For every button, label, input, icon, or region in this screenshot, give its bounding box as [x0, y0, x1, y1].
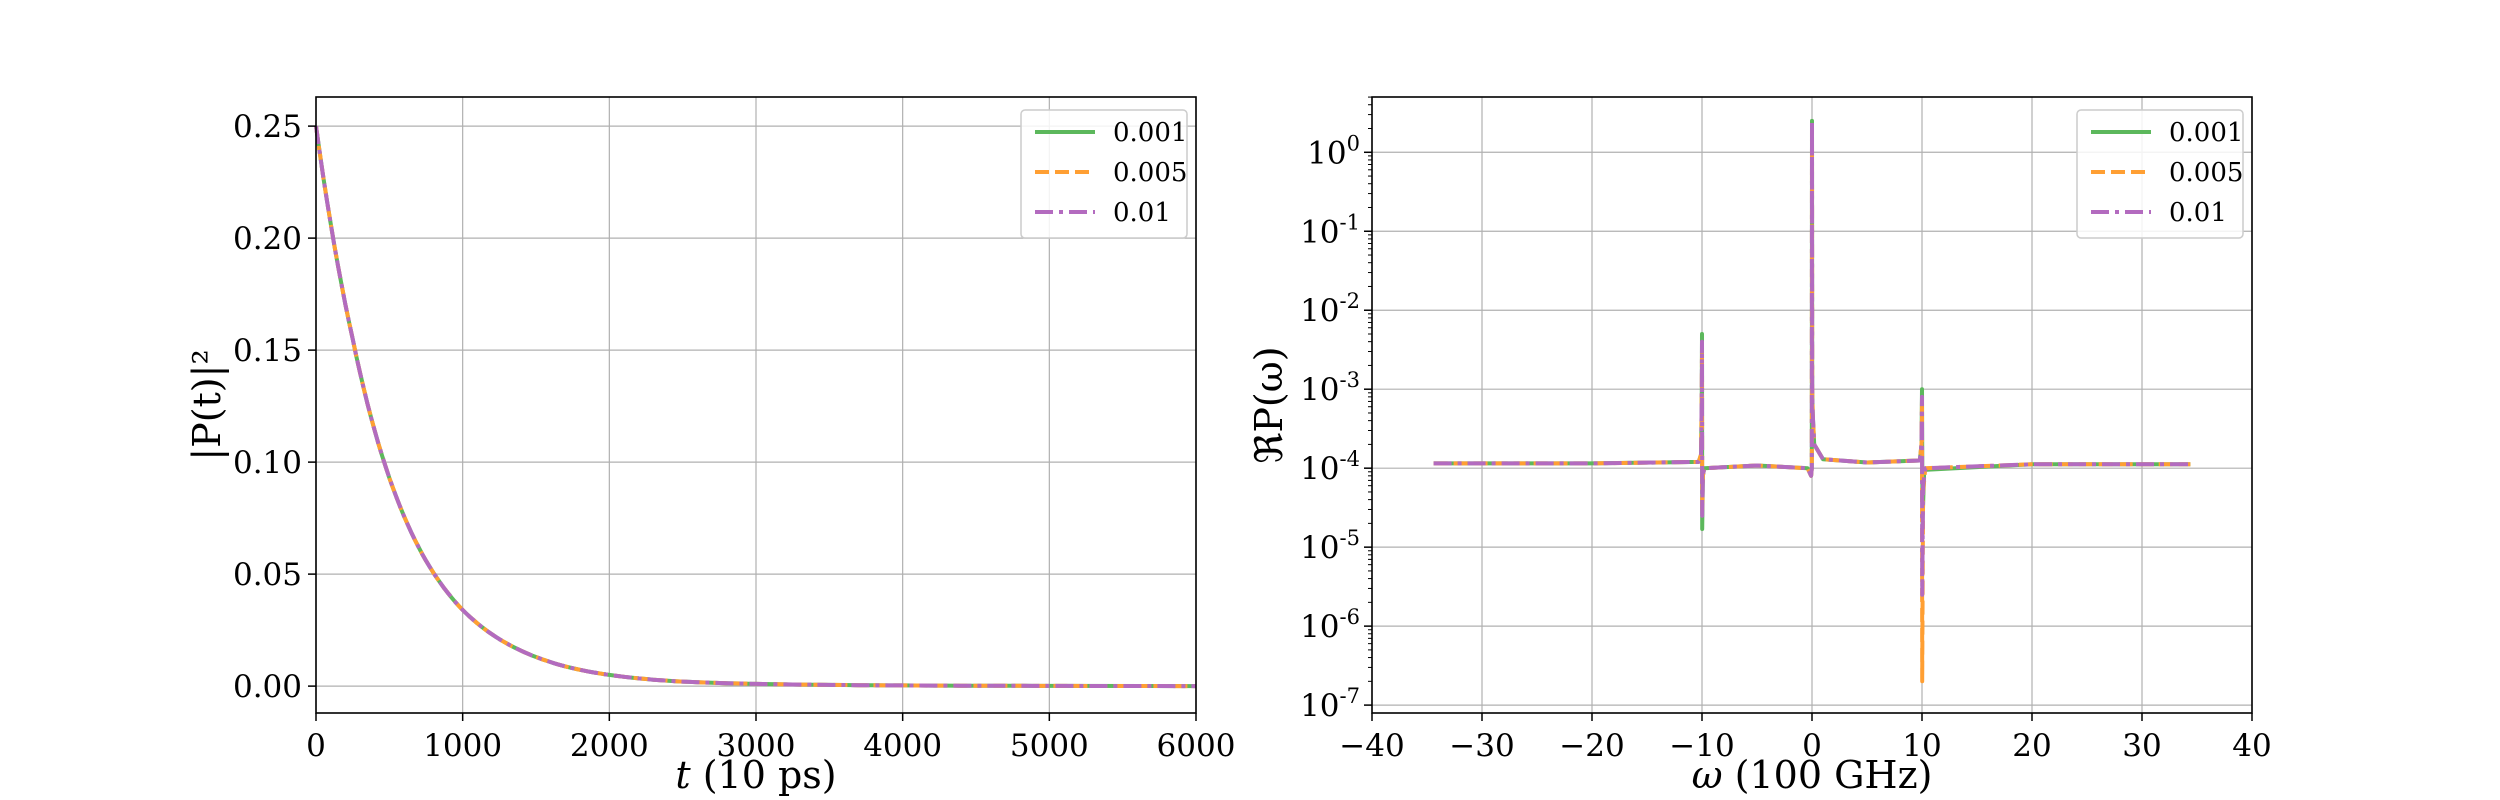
left-x-tick-label: 4000: [863, 728, 942, 764]
right-y-tick-label: 10-6: [1300, 605, 1360, 645]
right-y-tick-label: 10-5: [1300, 526, 1360, 566]
right-x-tick-label: 20: [2012, 728, 2051, 764]
left-x-ticks: 0 1000 2000 3000 4000 5000 6000: [306, 713, 1235, 764]
right-legend: 0.001 0.005 0.01: [2076, 109, 2244, 239]
right-legend-label: 0.005: [2169, 158, 2243, 188]
right-x-ticks: −40 −30 −20 −10 0 10 20 30 40: [1339, 713, 2272, 764]
right-legend-box: [2076, 109, 2244, 239]
left-x-tick-label: 0: [306, 728, 326, 764]
right-y-axis-label: ℜP(ω): [1247, 346, 1291, 463]
right-y-tick-label: 10-4: [1300, 447, 1360, 487]
left-y-tick-label: 0.10: [233, 445, 302, 481]
right-panel: −40 −30 −20 −10 0 10 20 30 40 100 10-1 10-2 10-3 10-…: [1247, 96, 2272, 797]
left-legend-box: [1020, 109, 1188, 239]
left-x-tick-label: 1000: [423, 728, 502, 764]
right-x-tick-label: −10: [1669, 728, 1734, 764]
right-x-tick-label: −40: [1339, 728, 1404, 764]
right-x-tick-label: 0: [1802, 728, 1822, 764]
left-y-tick-label: 0.25: [233, 109, 302, 145]
right-x-tick-label: −20: [1559, 728, 1624, 764]
left-y-tick-label: 0.15: [233, 333, 302, 369]
right-y-tick-label: 10-7: [1300, 684, 1360, 724]
right-legend-label: 0.01: [2169, 198, 2227, 228]
right-y-ticks: 100 10-1 10-2 10-3 10-4 10-5 10-6 10-7: [1300, 96, 1372, 724]
left-y-tick-label: 0.00: [233, 669, 302, 705]
left-legend-label: 0.005: [1113, 158, 1187, 188]
left-x-tick-label: 6000: [1157, 728, 1236, 764]
left-y-ticks: 0.00 0.05 0.10 0.15 0.20 0.25: [233, 109, 316, 705]
right-series-lines: [1433, 118, 2191, 684]
left-x-tick-label: 3000: [717, 728, 796, 764]
left-panel: 0 1000 2000 3000 4000 5000 6000 0.000.050.100.…: [185, 96, 1235, 797]
left-y-tick-label: 0.05: [233, 557, 302, 593]
right-legend-label: 0.001: [2169, 118, 2243, 148]
right-x-tick-label: −30: [1449, 728, 1514, 764]
left-series-lines: [314, 125, 1197, 689]
left-y-axis-label: |P(t)|²: [185, 349, 229, 460]
left-legend-label: 0.01: [1113, 198, 1171, 228]
right-y-tick-label: 10-2: [1300, 289, 1360, 329]
right-series-line-0.01: [1433, 120, 2191, 597]
left-series-line-0.005: [314, 125, 1197, 689]
left-x-tick-label: 2000: [570, 728, 649, 764]
right-y-tick-label: 10-3: [1300, 368, 1360, 408]
right-x-tick-label: 30: [2122, 728, 2161, 764]
left-x-axis-label: t (10 ps): [675, 753, 836, 797]
left-y-tick-label: 0.20: [233, 221, 302, 257]
right-x-tick-label: 10: [1902, 728, 1941, 764]
right-x-axis-label: ω (100 GHz): [1692, 753, 1933, 797]
left-x-tick-label: 5000: [1010, 728, 1089, 764]
right-x-tick-label: 40: [2232, 728, 2271, 764]
left-legend: 0.001 0.005 0.01: [1020, 109, 1188, 239]
right-y-tick-label: 100: [1307, 131, 1360, 171]
left-legend-label: 0.001: [1113, 118, 1187, 148]
right-y-tick-label: 10-1: [1300, 210, 1360, 250]
